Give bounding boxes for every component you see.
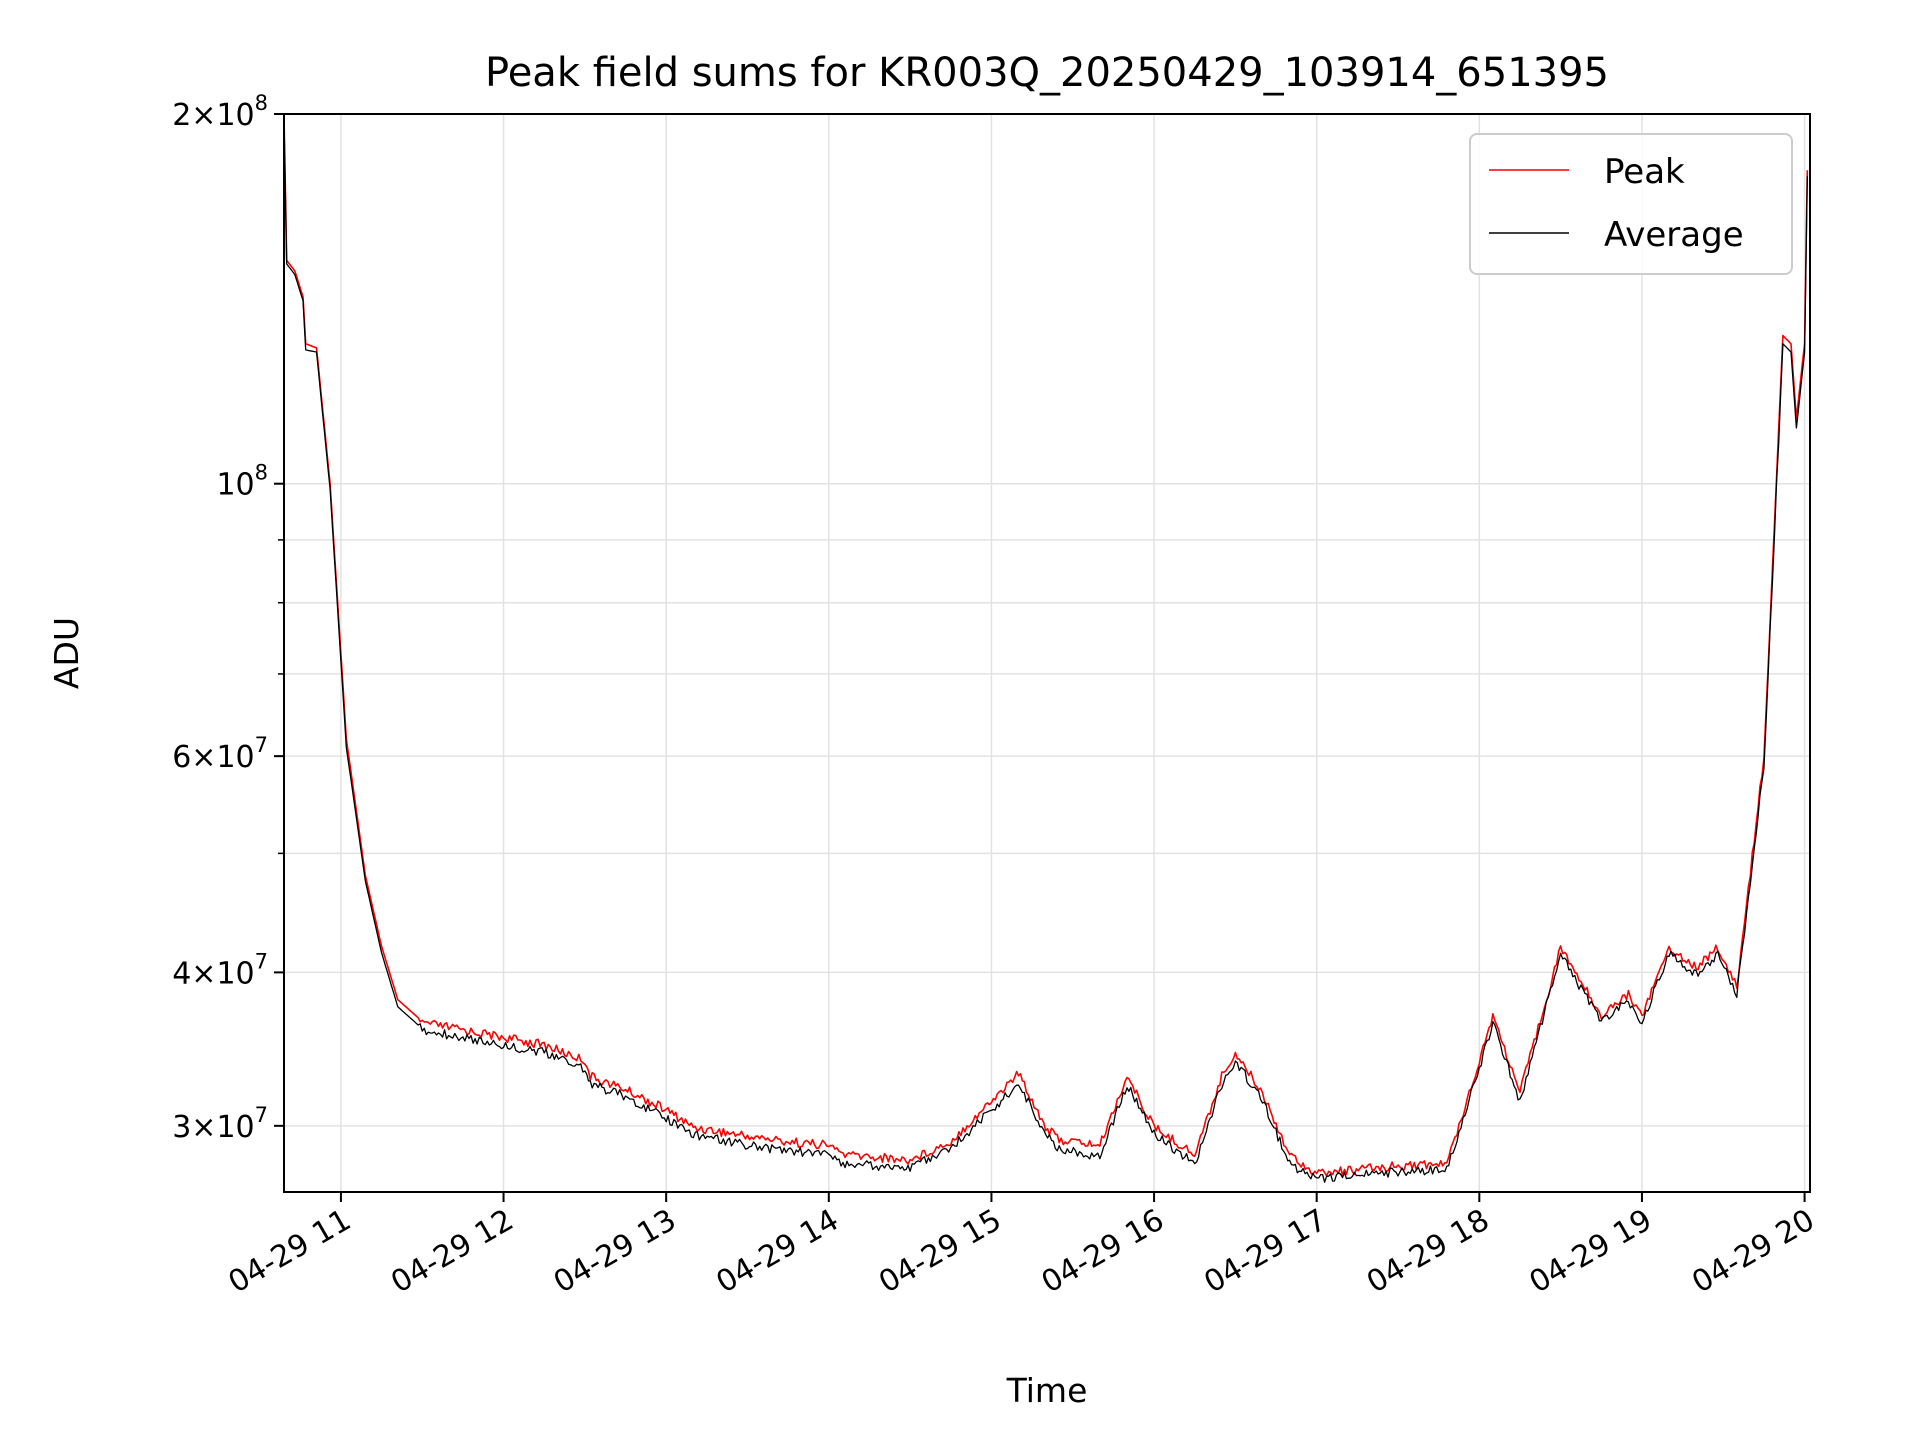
y-tick-label: 4×107 bbox=[172, 949, 268, 991]
y-tick-label: 3×107 bbox=[172, 1103, 268, 1145]
y-tick-label: 6×107 bbox=[172, 733, 268, 775]
y-tick-base: 10 bbox=[216, 1110, 254, 1145]
y-tick-exponent: 8 bbox=[255, 91, 268, 115]
y-tick-mantissa: 6× bbox=[172, 740, 216, 775]
series-lines bbox=[283, 114, 1809, 1183]
x-axis-title: Time bbox=[1006, 1371, 1088, 1410]
y-tick-label: 2×108 bbox=[172, 91, 268, 133]
series-line-average bbox=[283, 119, 1808, 1183]
y-axis-title: ADU bbox=[47, 617, 86, 689]
y-tick-exponent: 7 bbox=[255, 949, 268, 973]
y-tick-exponent: 8 bbox=[255, 461, 268, 485]
legend: Peak Average bbox=[1469, 133, 1793, 275]
legend-label-peak: Peak bbox=[1604, 152, 1685, 192]
y-tick-mantissa: 2× bbox=[172, 98, 216, 133]
y-tick-base: 10 bbox=[216, 956, 254, 991]
y-tick-mantissa: 3× bbox=[172, 1110, 216, 1145]
y-tick-base: 10 bbox=[216, 98, 254, 133]
chart-title: Peak field sums for KR003Q_20250429_1039… bbox=[485, 50, 1609, 96]
y-tick-label: 108 bbox=[216, 461, 268, 503]
plot-frame bbox=[283, 113, 1811, 1193]
y-tick-base: 10 bbox=[216, 740, 254, 775]
series-line-peak bbox=[283, 114, 1809, 1177]
y-tick-exponent: 7 bbox=[255, 733, 268, 757]
y-tick-mantissa: 4× bbox=[172, 956, 216, 991]
legend-label-average: Average bbox=[1604, 215, 1744, 255]
y-tick-base: 10 bbox=[216, 468, 254, 503]
y-tick-exponent: 7 bbox=[255, 1103, 268, 1127]
legend-frame bbox=[1469, 133, 1793, 275]
